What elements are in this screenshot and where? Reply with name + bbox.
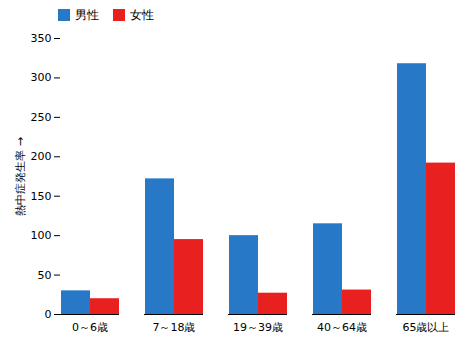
html-text:男性: 男性 <box>75 7 99 22</box>
svg-text:19～39歳: 19～39歳 <box>233 321 283 334</box>
svg-text:熱中症発生率 →: 熱中症発生率 → <box>14 137 27 216</box>
svg-text:300: 300 <box>31 71 52 84</box>
svg-text:0～6歳: 0～6歳 <box>72 321 108 334</box>
svg-text:250: 250 <box>31 111 52 124</box>
svg-text:7～18歳: 7～18歳 <box>153 321 196 334</box>
svg-text:100: 100 <box>31 229 52 242</box>
svg-text:350: 350 <box>31 32 52 45</box>
svg-text:150: 150 <box>31 190 52 203</box>
svg-text:65歳以上: 65歳以上 <box>403 321 450 334</box>
svg-text:40～64歳: 40～64歳 <box>317 321 367 334</box>
svg-text:200: 200 <box>31 150 52 163</box>
svg-text:0: 0 <box>45 308 52 321</box>
svg-text:50: 50 <box>38 269 52 282</box>
html-text:女性: 女性 <box>130 7 154 22</box>
